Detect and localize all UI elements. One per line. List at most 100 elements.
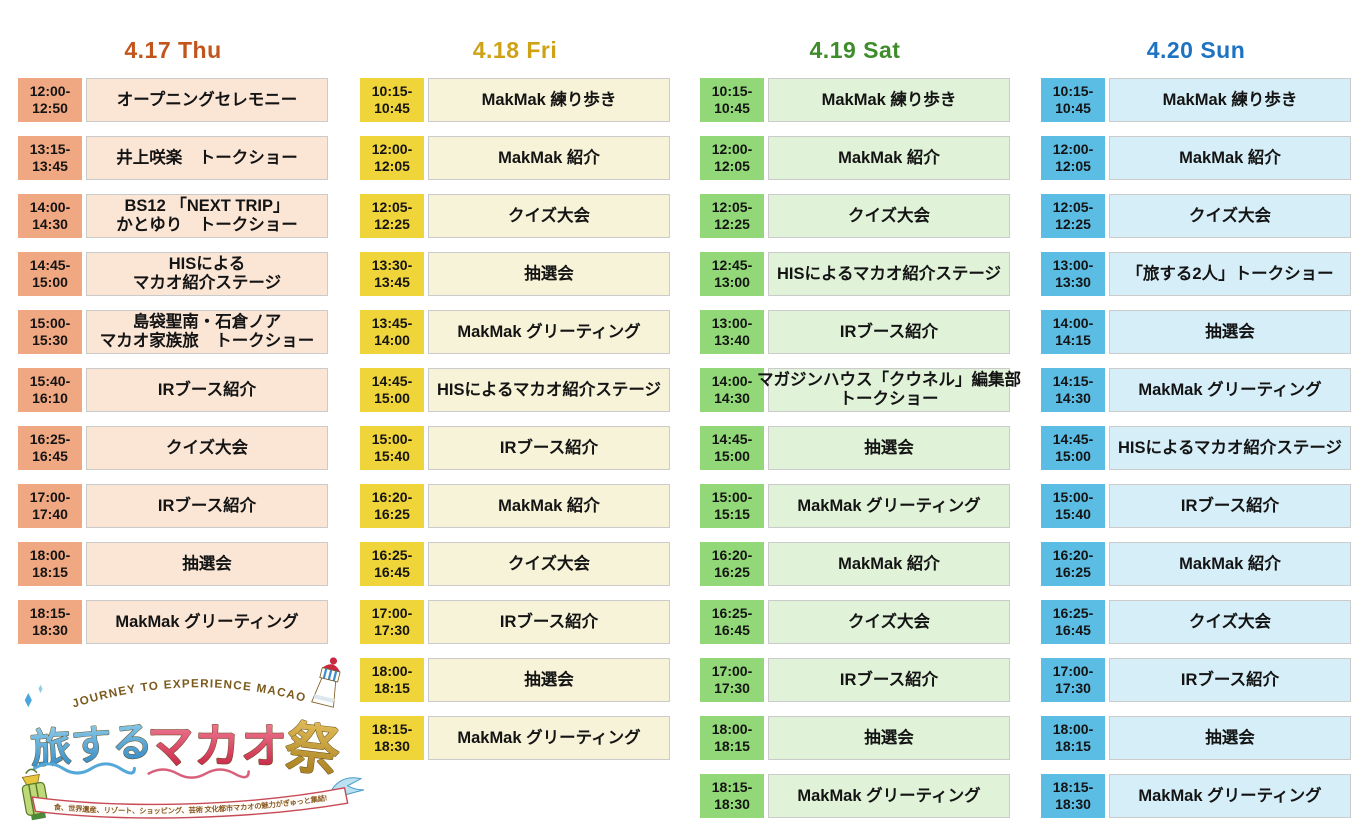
time-cell: 10:15- 10:45 xyxy=(700,78,764,122)
logo-graphic: JOURNEY TO EXPERIENCE MACAO 旅する マカオ 祭 xyxy=(21,657,365,821)
time-cell: 16:25- 16:45 xyxy=(360,542,424,586)
time-cell: 14:00- 14:15 xyxy=(1041,310,1105,354)
time-cell: 10:15- 10:45 xyxy=(360,78,424,122)
schedule-row: 12:00- 12:05 MakMak 紹介 xyxy=(700,136,1010,180)
event-cell: クイズ大会 xyxy=(1109,600,1351,644)
event-cell: MakMak 紹介 xyxy=(1109,136,1351,180)
time-cell: 13:15- 13:45 xyxy=(18,136,82,180)
logo-title-matsuri: 祭 xyxy=(281,715,344,783)
time-cell: 17:00- 17:30 xyxy=(700,658,764,702)
event-cell: 島袋聖南・石倉ノア マカオ家族旅 トークショー xyxy=(86,310,328,354)
sparkle-icon xyxy=(38,684,43,693)
time-cell: 16:25- 16:45 xyxy=(700,600,764,644)
time-cell: 13:00- 13:30 xyxy=(1041,252,1105,296)
event-cell: 抽選会 xyxy=(86,542,328,586)
event-cell: 抽選会 xyxy=(1109,716,1351,760)
red-wave-icon xyxy=(147,768,250,779)
event-cell: MakMak 紹介 xyxy=(768,136,1010,180)
schedule-row: 17:00- 17:30 IRブース紹介 xyxy=(1041,658,1351,702)
time-cell: 13:30- 13:45 xyxy=(360,252,424,296)
event-cell: MakMak グリーティング xyxy=(768,484,1010,528)
schedule-row: 12:00- 12:05 MakMak 紹介 xyxy=(1041,136,1351,180)
schedule-row: 14:15- 14:30 MakMak グリーティング xyxy=(1041,368,1351,412)
event-cell: クイズ大会 xyxy=(1109,194,1351,238)
day-column-thu: 4.17 Thu 12:00- 12:50 オープニングセレモニー 13:15- 13:4… xyxy=(18,30,328,658)
ribbon-banner xyxy=(31,787,349,819)
schedule-row: 13:30- 13:45 抽選会 xyxy=(360,252,670,296)
event-cell: MakMak 紹介 xyxy=(768,542,1010,586)
day-header-fri: 4.18 Fri xyxy=(472,36,558,63)
event-cell: IRブース紹介 xyxy=(86,368,328,412)
schedule-row: 18:00- 18:15 抽選会 xyxy=(18,542,328,586)
time-cell: 15:00- 15:15 xyxy=(700,484,764,528)
day-column-sat: 4.19 Sat 10:15- 10:45 MakMak 練り歩き 12:00- 12:0… xyxy=(700,30,1021,832)
time-cell: 13:00- 13:40 xyxy=(700,310,764,354)
schedule-row: 16:20- 16:25 MakMak 紹介 xyxy=(360,484,670,528)
event-cell: 抽選会 xyxy=(428,658,670,702)
time-cell: 15:40- 16:10 xyxy=(18,368,82,412)
event-cell: BS12 「NEXT TRIP」 かとゆり トークショー xyxy=(86,194,328,238)
time-cell: 14:00- 14:30 xyxy=(18,194,82,238)
event-cell: MakMak グリーティング xyxy=(86,600,328,644)
event-cell: 抽選会 xyxy=(1109,310,1351,354)
event-cell: MakMak 練り歩き xyxy=(1109,78,1351,122)
time-cell: 17:00- 17:30 xyxy=(1041,658,1105,702)
event-cell: IRブース紹介 xyxy=(1109,484,1351,528)
day-column-sun: 4.20 Sun 10:15- 10:45 MakMak 練り歩き 12:00- 12:0… xyxy=(1041,30,1351,832)
time-cell: 17:00- 17:30 xyxy=(360,600,424,644)
time-cell: 14:00- 14:30 xyxy=(700,368,764,412)
day-header-sun: 4.20 Sun xyxy=(1146,36,1246,63)
schedule-row: 15:00- 15:40 IRブース紹介 xyxy=(360,426,670,470)
event-cell: MakMak グリーティング xyxy=(1109,368,1351,412)
schedule-row: 18:00- 18:15 抽選会 xyxy=(700,716,1010,760)
time-cell: 16:20- 16:25 xyxy=(360,484,424,528)
schedule-row: 12:05- 12:25 クイズ大会 xyxy=(360,194,670,238)
event-cell: クイズ大会 xyxy=(768,600,1010,644)
schedule-row: 16:25- 16:45 クイズ大会 xyxy=(1041,600,1351,644)
time-cell: 12:45- 13:00 xyxy=(700,252,764,296)
time-cell: 12:00- 12:50 xyxy=(18,78,82,122)
time-cell: 16:25- 16:45 xyxy=(1041,600,1105,644)
day-header-thu: 4.17 Thu xyxy=(124,36,222,63)
time-cell: 14:45- 15:00 xyxy=(1041,426,1105,470)
event-cell: MakMak 紹介 xyxy=(1109,542,1351,586)
time-cell: 12:00- 12:05 xyxy=(1041,136,1105,180)
event-cell: 井上咲楽 トークショー xyxy=(86,136,328,180)
time-cell: 15:00- 15:40 xyxy=(360,426,424,470)
time-cell: 16:20- 16:25 xyxy=(700,542,764,586)
schedule-row: 15:00- 15:15 MakMak グリーティング xyxy=(700,484,1010,528)
time-cell: 18:00- 18:15 xyxy=(700,716,764,760)
event-cell: IRブース紹介 xyxy=(768,310,1010,354)
schedule-row: 13:15- 13:45 井上咲楽 トークショー xyxy=(18,136,328,180)
time-cell: 12:05- 12:25 xyxy=(700,194,764,238)
event-cell: MakMak グリーティング xyxy=(768,774,1010,818)
event-cell: 抽選会 xyxy=(428,252,670,296)
schedule-row: 16:20- 16:25 MakMak 紹介 xyxy=(700,542,1010,586)
schedule-row: 12:00- 12:50 オープニングセレモニー xyxy=(18,78,328,122)
schedule-row: 17:00- 17:30 IRブース紹介 xyxy=(360,600,670,644)
event-cell: MakMak グリーティング xyxy=(428,310,670,354)
time-cell: 18:15- 18:30 xyxy=(18,600,82,644)
schedule-row: 16:20- 16:25 MakMak 紹介 xyxy=(1041,542,1351,586)
schedule-row: 10:15- 10:45 MakMak 練り歩き xyxy=(360,78,670,122)
schedule-row: 18:15- 18:30 MakMak グリーティング xyxy=(360,716,670,760)
event-cell: HISによるマカオ紹介ステージ xyxy=(86,252,328,296)
event-cell: MakMak 紹介 xyxy=(428,484,670,528)
event-cell: MakMak 練り歩き xyxy=(768,78,1010,122)
logo-title-macao: マカオ xyxy=(147,720,288,772)
schedule-row: 13:00- 13:30 「旅する2人」トークショー xyxy=(1041,252,1351,296)
time-cell: 18:15- 18:30 xyxy=(360,716,424,760)
schedule-row: 17:00- 17:40 IRブース紹介 xyxy=(18,484,328,528)
schedule-row: 12:45- 13:00 HISによるマカオ紹介ステージ xyxy=(700,252,1010,296)
time-cell: 13:45- 14:00 xyxy=(360,310,424,354)
schedule-row: 16:25- 16:45 クイズ大会 xyxy=(18,426,328,470)
time-cell: 12:00- 12:05 xyxy=(360,136,424,180)
time-cell: 16:20- 16:25 xyxy=(1041,542,1105,586)
schedule-row: 15:00- 15:40 IRブース紹介 xyxy=(1041,484,1351,528)
event-cell: 「旅する2人」トークショー xyxy=(1109,252,1351,296)
event-cell: IRブース紹介 xyxy=(1109,658,1351,702)
event-cell: クイズ大会 xyxy=(768,194,1010,238)
